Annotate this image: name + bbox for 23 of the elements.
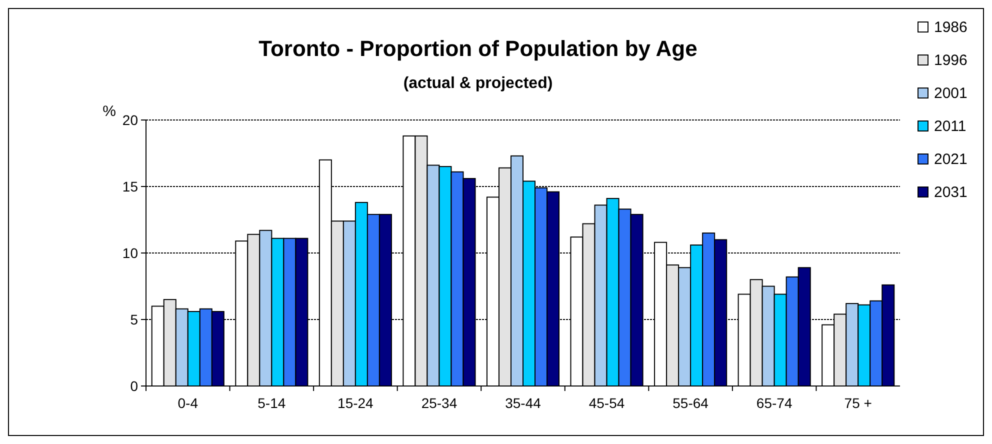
legend-label: 2021 xyxy=(934,151,968,168)
x-tick-label: 35-44 xyxy=(505,395,542,411)
x-tick-label: 5-14 xyxy=(258,395,286,411)
x-tick-label: 55-64 xyxy=(672,395,709,411)
y-tick-label: 15 xyxy=(122,178,138,194)
x-tick-label: 15-24 xyxy=(338,395,374,411)
y-tick-label: 10 xyxy=(122,245,138,261)
x-tick-label: 25-34 xyxy=(421,395,458,411)
x-tick-label: 45-54 xyxy=(588,395,625,411)
legend-label: 1996 xyxy=(934,52,968,69)
chart-subtitle: (actual & projected) xyxy=(403,75,553,92)
y-tick-label: 0 xyxy=(130,378,138,394)
legend-label: 2031 xyxy=(934,184,968,201)
x-tick-label: 75 + xyxy=(844,395,872,411)
x-tick-label: 65-74 xyxy=(756,395,792,411)
y-axis-title: % xyxy=(102,103,116,120)
legend-label: 2011 xyxy=(934,118,966,135)
legend-label: 2001 xyxy=(934,85,968,102)
chart-title: Toronto - Proportion of Population by Age xyxy=(258,36,698,61)
y-tick-label: 20 xyxy=(122,112,138,128)
y-tick-label: 5 xyxy=(130,312,138,328)
x-tick-label: 0-4 xyxy=(178,395,198,411)
legend-label: 1986 xyxy=(934,19,968,36)
